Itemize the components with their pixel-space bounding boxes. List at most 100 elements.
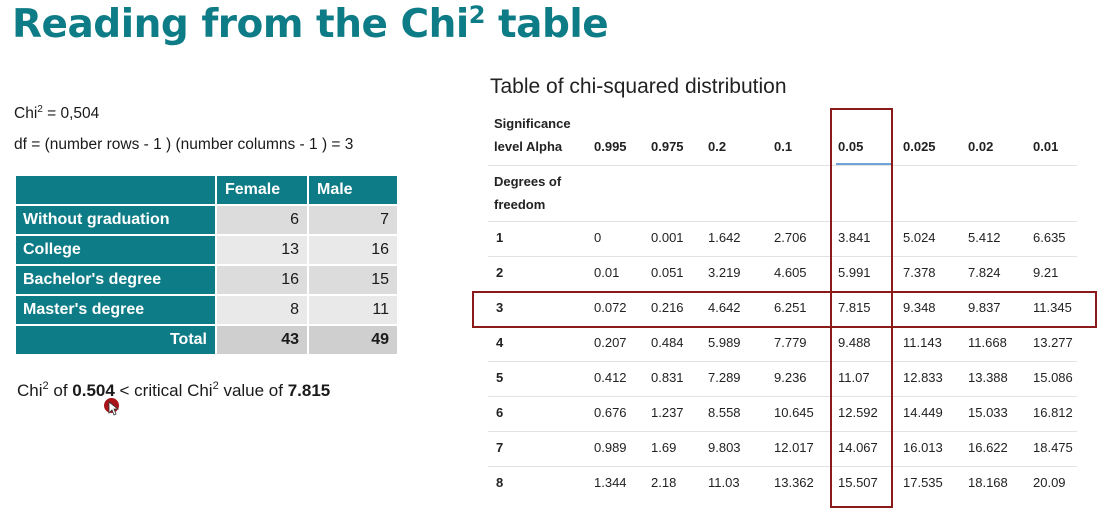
- critical-value-cell: 0.207: [594, 335, 627, 350]
- critical-value-cell: 0.072: [594, 300, 627, 315]
- critical-value-cell: 16.013: [903, 440, 943, 455]
- critical-value-cell: 1.642: [708, 230, 741, 245]
- selected-column-underline: [836, 163, 893, 165]
- contingency-corner: [14, 174, 217, 206]
- alpha-header-cell: 0.2: [708, 139, 727, 154]
- critical-value-cell: 5.991: [838, 265, 871, 280]
- critical-value-cell: 17.535: [903, 475, 943, 490]
- row-divider: [488, 361, 1077, 362]
- critical-value-cell: 11.143: [903, 335, 942, 350]
- critical-value-cell: 7.815: [838, 300, 871, 315]
- critical-value-cell: 18.168: [968, 475, 1008, 490]
- df-cell: 8: [496, 475, 504, 490]
- critical-value-cell: 0.01: [594, 265, 620, 280]
- contingency-table: Female Male Without graduation 6 7 Colle…: [14, 174, 399, 356]
- table-row: Without graduation 6 7: [14, 204, 399, 236]
- critical-value-cell: 12.017: [774, 440, 814, 455]
- critical-value-cell: 5.024: [903, 230, 936, 245]
- row-divider: [488, 466, 1077, 467]
- female-count: 8: [215, 294, 309, 326]
- df-header: Degrees of freedom: [494, 174, 562, 212]
- row-label: Without graduation: [14, 204, 217, 236]
- alpha-header-cell: 0.995: [594, 139, 627, 154]
- critical-value-cell: 5.989: [708, 335, 741, 350]
- critical-value-cell: 18.475: [1033, 440, 1073, 455]
- df-cell: 5: [496, 370, 504, 385]
- df-line: df = (number rows - 1 ) (number columns …: [14, 136, 354, 153]
- critical-value-cell: 5.412: [968, 230, 1001, 245]
- critical-value-cell: 7.779: [774, 335, 807, 350]
- row-divider: [488, 396, 1077, 397]
- alpha-header: Significance level Alpha: [494, 116, 571, 154]
- critical-value-cell: 11.07: [838, 370, 870, 385]
- df-cell: 3: [496, 300, 504, 315]
- critical-value-cell: 9.21: [1033, 265, 1059, 280]
- critical-value-cell: 9.837: [968, 300, 1001, 315]
- critical-value-cell: 2.706: [774, 230, 807, 245]
- row-label: Bachelor's degree: [14, 264, 217, 296]
- alpha-header-cell: 0.05: [838, 139, 864, 154]
- row-divider: [488, 256, 1077, 257]
- df-cell: 1: [496, 230, 504, 245]
- contingency-header-row: Female Male: [14, 174, 399, 206]
- total-label: Total: [14, 324, 217, 356]
- df-cell: 7: [496, 440, 504, 455]
- row-divider: [488, 221, 1077, 222]
- critical-value-cell: 0.676: [594, 405, 627, 420]
- critical-value-cell: 6.251: [774, 300, 807, 315]
- row-label: College: [14, 234, 217, 266]
- critical-value-cell: 15.086: [1033, 370, 1073, 385]
- critical-value-cell: 3.841: [838, 230, 871, 245]
- header-female: Female: [215, 174, 309, 206]
- critical-value-cell: 20.09: [1033, 475, 1066, 490]
- critical-value-cell: 1.69: [651, 440, 677, 455]
- critical-value-cell: 12.833: [903, 370, 943, 385]
- alpha-header-cell: 0.02: [968, 139, 994, 154]
- alpha-header-cell: 0.1: [774, 139, 793, 154]
- critical-value-cell: 8.558: [708, 405, 741, 420]
- alpha-header-cell: 0.975: [651, 139, 684, 154]
- critical-value-cell: 9.488: [838, 335, 871, 350]
- critical-value-cell: 15.507: [838, 475, 878, 490]
- row-divider: [488, 165, 1077, 166]
- critical-value-cell: 10.645: [774, 405, 814, 420]
- critical-value-cell: 6.635: [1033, 230, 1066, 245]
- critical-value-cell: 0.989: [594, 440, 627, 455]
- distribution-table-title: Table of chi-squared distribution: [490, 75, 787, 98]
- critical-value-cell: 0.216: [651, 300, 684, 315]
- critical-value-cell: 9.236: [774, 370, 807, 385]
- critical-value-cell: 13.388: [968, 370, 1008, 385]
- critical-value-cell: 0.051: [651, 265, 684, 280]
- critical-value-cell: 7.378: [903, 265, 936, 280]
- conclusion-line: Chi2 of 0.504 < critical Chi2 value of 7…: [17, 380, 331, 401]
- female-total: 43: [215, 324, 309, 356]
- table-row: College 13 16: [14, 234, 399, 266]
- critical-value-cell: 14.449: [903, 405, 943, 420]
- df-cell: 2: [496, 265, 504, 280]
- row-label: Master's degree: [14, 294, 217, 326]
- critical-value-cell: 9.348: [903, 300, 936, 315]
- critical-value-cell: 0: [594, 230, 602, 245]
- female-count: 6: [215, 204, 309, 236]
- total-row: Total 43 49: [14, 324, 399, 356]
- highlight-row-box: [472, 291, 1097, 328]
- critical-value-cell: 0.831: [651, 370, 684, 385]
- table-row: Master's degree 8 11: [14, 294, 399, 326]
- alpha-header-cell: 0.025: [903, 139, 936, 154]
- df-cell: 4: [496, 335, 504, 350]
- critical-value-cell: 15.033: [968, 405, 1008, 420]
- critical-value-cell: 1.237: [651, 405, 684, 420]
- critical-value-cell: 0.484: [651, 335, 684, 350]
- male-count: 11: [307, 294, 399, 326]
- male-count: 7: [307, 204, 399, 236]
- critical-value-cell: 11.668: [968, 335, 1007, 350]
- critical-value-cell: 16.812: [1033, 405, 1073, 420]
- critical-value-cell: 14.067: [838, 440, 878, 455]
- table-row: Bachelor's degree 16 15: [14, 264, 399, 296]
- header-male: Male: [307, 174, 399, 206]
- critical-value-cell: 13.362: [774, 475, 814, 490]
- mouse-cursor-icon: [108, 401, 119, 416]
- critical-value-cell: 3.219: [708, 265, 741, 280]
- critical-value-cell: 1.344: [594, 475, 627, 490]
- critical-value-cell: 7.824: [968, 265, 1001, 280]
